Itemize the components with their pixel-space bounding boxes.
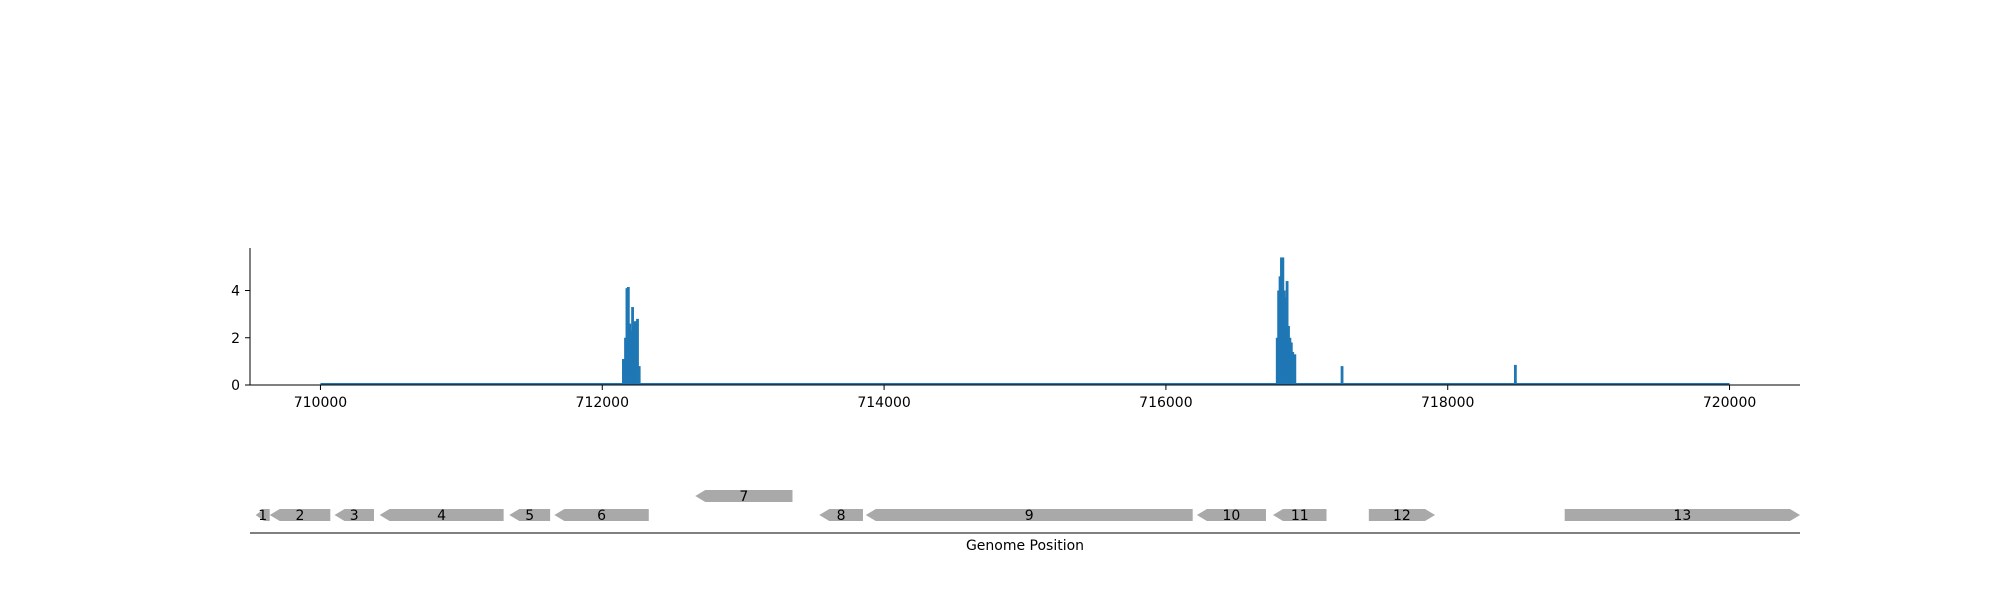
coverage-bars xyxy=(622,257,1517,385)
coverage-bar xyxy=(626,286,630,385)
gene-label: 1 xyxy=(258,508,267,524)
gene-arrow xyxy=(255,509,270,521)
gene-arrow xyxy=(1196,509,1266,521)
x-axis-label: Genome Position xyxy=(966,538,1084,554)
coverage-bar xyxy=(1513,364,1517,385)
gene-arrow xyxy=(1368,509,1436,521)
coverage-bar xyxy=(624,337,627,385)
coverage-bar xyxy=(1293,354,1297,385)
gene-arrow xyxy=(1564,509,1800,521)
coverage-plot: 0 2 4 710000 712000 714000 716000 718000 720000 xyxy=(231,248,1800,411)
gene-arrow xyxy=(379,509,504,521)
coverage-bar xyxy=(1281,257,1285,385)
gene-label: 11 xyxy=(1291,508,1309,524)
coverage-bar xyxy=(622,359,625,385)
x-tick-label: 710000 xyxy=(294,395,347,411)
gene-arrows: 1 2 3 4 5 678 9 10 11 12 13 xyxy=(255,489,1800,524)
gene-arrow xyxy=(269,509,331,521)
coverage-bar xyxy=(633,321,637,385)
gene-track: 1 2 3 4 5 678 9 10 11 12 13 Genome Position xyxy=(250,489,1800,554)
gene-label: 8 xyxy=(837,508,846,524)
gene-label: 6 xyxy=(597,508,606,524)
coverage-bar xyxy=(631,307,634,385)
gene-label: 2 xyxy=(296,508,305,524)
x-axis-ticks: 710000 712000 714000 716000 718000 720000 xyxy=(294,385,1756,411)
coverage-bar xyxy=(1289,342,1293,385)
y-tick-label: 4 xyxy=(231,284,240,300)
gene-arrow xyxy=(819,509,863,521)
coverage-bar xyxy=(1288,337,1292,385)
coverage-bar xyxy=(1287,325,1290,385)
coverage-bar xyxy=(628,323,632,385)
x-tick-label: 718000 xyxy=(1421,395,1474,411)
coverage-bar xyxy=(632,325,636,385)
gene-arrow xyxy=(695,490,793,502)
x-tick-label: 714000 xyxy=(857,395,910,411)
coverage-bar xyxy=(1282,290,1286,385)
gene-label: 3 xyxy=(350,508,359,524)
y-tick-label: 0 xyxy=(231,378,240,394)
coverage-bar xyxy=(1280,257,1283,385)
x-tick-label: 712000 xyxy=(576,395,629,411)
gene-label: 13 xyxy=(1673,508,1691,524)
coverage-bar xyxy=(1278,276,1282,385)
coverage-bar xyxy=(637,366,641,385)
gene-arrow xyxy=(334,509,374,521)
gene-arrow xyxy=(865,509,1193,521)
gene-arrow xyxy=(1273,509,1327,521)
coverage-bar xyxy=(1277,290,1281,385)
x-tick-label: 716000 xyxy=(1139,395,1192,411)
gene-label: 9 xyxy=(1025,508,1034,524)
gene-arrow xyxy=(554,509,649,521)
y-axis-ticks: 0 2 4 xyxy=(231,284,250,394)
gene-label: 4 xyxy=(437,508,446,524)
x-tick-label: 720000 xyxy=(1703,395,1756,411)
coverage-bar xyxy=(1340,366,1344,385)
coverage-bar xyxy=(625,288,629,385)
coverage-bar xyxy=(1291,351,1295,385)
gene-label: 7 xyxy=(739,489,748,505)
coverage-bar xyxy=(1275,337,1279,385)
y-tick-label: 2 xyxy=(231,331,240,347)
coverage-bar xyxy=(629,330,633,385)
gene-label: 12 xyxy=(1393,508,1411,524)
gene-arrow xyxy=(509,509,551,521)
coverage-bar xyxy=(1285,281,1289,385)
coverage-bar xyxy=(1284,297,1288,385)
gene-label: 10 xyxy=(1223,508,1241,524)
gene-label: 5 xyxy=(525,508,534,524)
coverage-bar xyxy=(636,318,639,385)
